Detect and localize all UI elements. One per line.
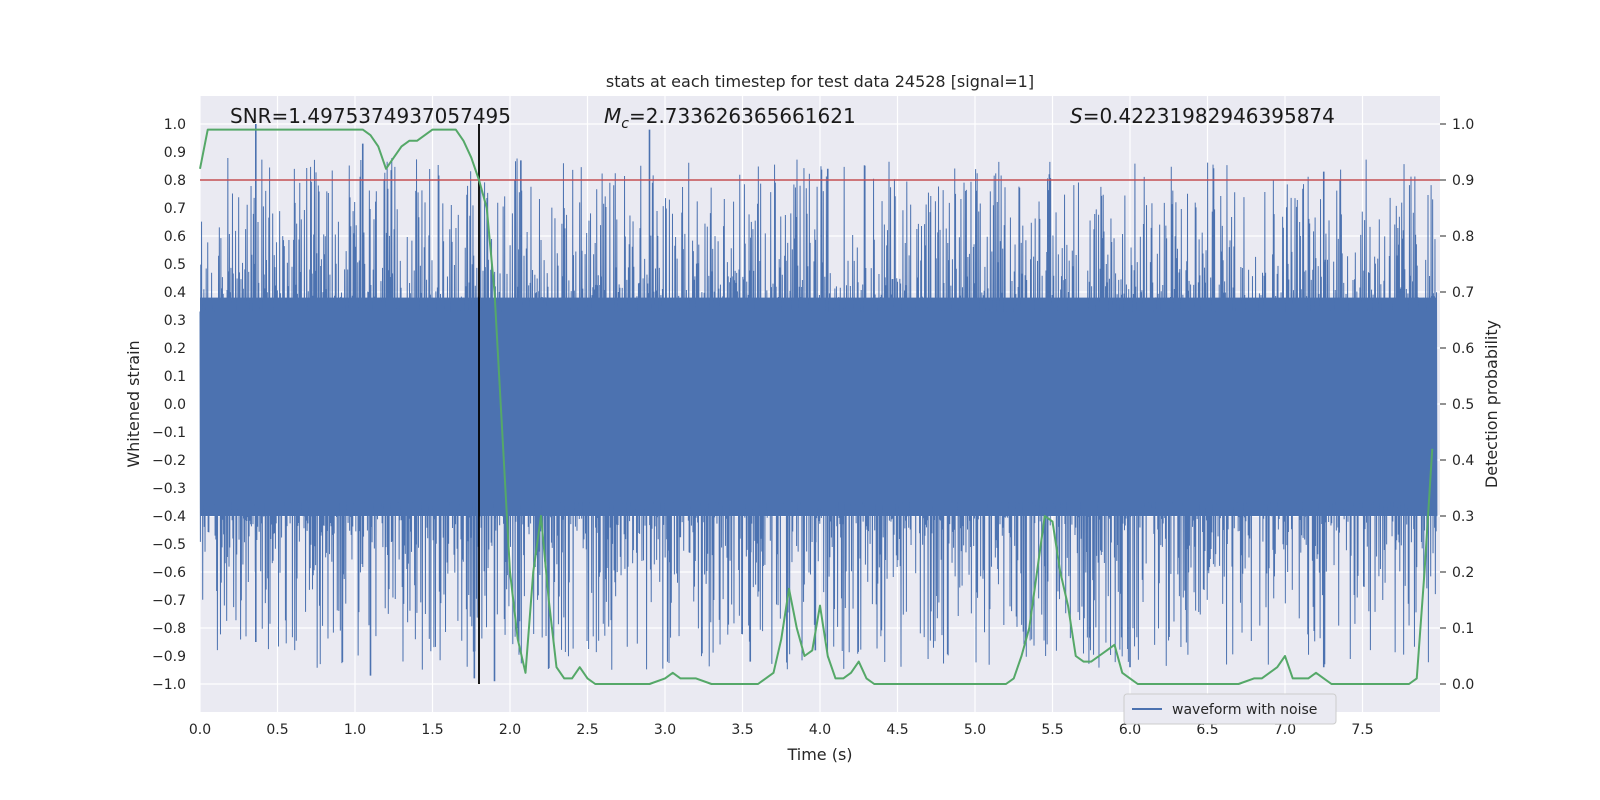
y-axis-label-right: Detection probability	[1482, 320, 1501, 488]
y-right-tick-label: 0.6	[1452, 341, 1474, 357]
s-annotation: S=0.42231982946395874	[1070, 104, 1335, 128]
x-tick-label: 1.5	[421, 722, 443, 738]
y-left-tick-label: 0.0	[164, 397, 186, 413]
x-tick-label: 3.5	[731, 722, 753, 738]
y-right-tick-label: 0.3	[1452, 509, 1474, 525]
s-symbol: S	[1070, 104, 1083, 128]
y-left-tick-label: −0.4	[152, 509, 186, 525]
probability-line	[199, 128, 1434, 685]
x-tick-label: 6.0	[1119, 722, 1141, 738]
probability-series	[199, 128, 1434, 685]
y-left-tick-label: −1.0	[152, 677, 186, 693]
y-left-tick-label: 1.0	[164, 117, 186, 133]
y-right-tick-label: 0.9	[1452, 173, 1474, 189]
y-left-tick-label: −0.1	[152, 425, 186, 441]
y-left-tick-label: −0.7	[152, 593, 186, 609]
chirp-mass-value: =2.733626365661621	[629, 104, 856, 128]
y-left-tick-label: 0.4	[164, 285, 186, 301]
legend: waveform with noise	[1123, 693, 1337, 725]
y-left-tick-label: −0.8	[152, 621, 186, 637]
y-right-tick-label: 0.0	[1452, 677, 1474, 693]
y-left-tick-label: 0.2	[164, 341, 186, 357]
x-tick-label: 3.0	[654, 722, 676, 738]
y-right-tick-label: 0.2	[1452, 565, 1474, 581]
chirp-mass-symbol: M	[604, 104, 621, 128]
x-tick-label: 0.0	[189, 722, 211, 738]
x-tick-label: 5.5	[1041, 722, 1063, 738]
y-right-tick-label: 0.4	[1452, 453, 1474, 469]
s-value: =0.42231982946395874	[1083, 104, 1335, 128]
y-left-tick-label: 0.5	[164, 257, 186, 273]
chirp-mass-annotation: Mc=2.733626365661621	[604, 104, 856, 132]
tick-labels: 0.0 0.5 1.0 1.5 2.0 2.5 3.0 3.5 4.0 4.5 5.0 5.5 6.0 6…	[152, 117, 1474, 738]
waveform-line	[199, 158, 1438, 670]
y-left-tick-label: −0.5	[152, 537, 186, 553]
chirp-mass-subscript: c	[621, 116, 629, 132]
legend-entry: waveform with noise	[1172, 702, 1317, 718]
x-tick-label: 7.0	[1274, 722, 1296, 738]
y-right-tick-label: 0.8	[1452, 229, 1474, 245]
x-axis-label: Time (s)	[786, 745, 852, 764]
y-left-tick-label: 0.8	[164, 173, 186, 189]
snr-annotation: SNR=1.4975374937057495	[230, 104, 511, 128]
y-left-tick-label: −0.3	[152, 481, 186, 497]
y-right-tick-label: 1.0	[1452, 117, 1474, 133]
chart-title: stats at each timestep for test data 245…	[606, 72, 1034, 91]
x-tick-label: 4.0	[809, 722, 831, 738]
y-left-tick-label: −0.9	[152, 649, 186, 665]
y-right-tick-label: 0.7	[1452, 285, 1474, 301]
x-tick-label: 6.5	[1196, 722, 1218, 738]
y-left-tick-label: −0.2	[152, 453, 186, 469]
y-left-tick-label: 0.6	[164, 229, 186, 245]
x-tick-label: 5.0	[964, 722, 986, 738]
y-right-tick-label: 0.1	[1452, 621, 1474, 637]
y-left-tick-label: 0.3	[164, 313, 186, 329]
y-left-tick-label: 0.1	[164, 369, 186, 385]
x-tick-label: 1.0	[344, 722, 366, 738]
y-right-tick-label: 0.5	[1452, 397, 1474, 413]
legend-box	[1123, 693, 1337, 725]
y-axis-label-left: Whitened strain	[124, 340, 143, 467]
waveform-series	[199, 124, 1438, 682]
y-left-tick-label: 0.9	[164, 145, 186, 161]
x-tick-label: 4.5	[886, 722, 908, 738]
reference-lines	[200, 124, 1440, 684]
y-left-tick-label: −0.6	[152, 565, 186, 581]
x-tick-label: 2.0	[499, 722, 521, 738]
y-left-tick-label: 0.7	[164, 201, 186, 217]
x-tick-label: 0.5	[266, 722, 288, 738]
x-tick-label: 7.5	[1351, 722, 1373, 738]
x-tick-label: 2.5	[576, 722, 598, 738]
